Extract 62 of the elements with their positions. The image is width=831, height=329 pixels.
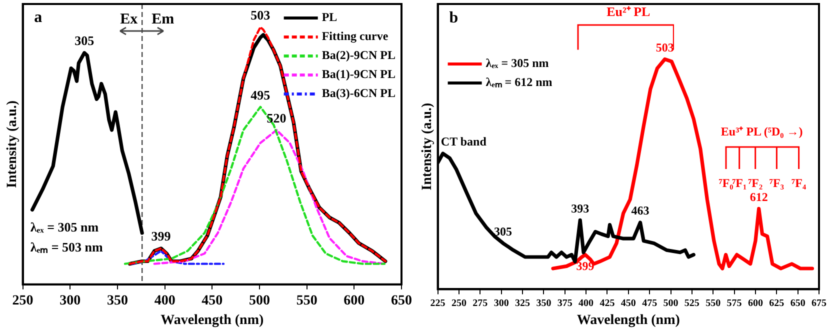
- annotation: 305: [74, 33, 95, 48]
- x-tick-label: 250: [12, 293, 34, 308]
- annotation: 495: [250, 87, 271, 102]
- annotation: 399: [151, 228, 172, 244]
- x-tick-label: 625: [769, 298, 784, 309]
- text: a: [34, 9, 42, 26]
- annotation: Eu³⁺ PL (⁵D₀ →): [720, 124, 803, 138]
- annotation: λₑₘ = 503 nm: [30, 239, 104, 254]
- x-tick-label: 400: [578, 298, 594, 309]
- text: Eu²⁺ PL: [606, 4, 651, 19]
- x-tick-label: 350: [106, 293, 128, 308]
- x-tick-label: 600: [344, 293, 365, 308]
- legend-label: Fitting curve: [322, 29, 389, 44]
- x-tick-label: 650: [790, 298, 806, 309]
- legend-label: Ba(3)-6CN PL: [322, 86, 396, 100]
- annotation: 503: [250, 8, 271, 23]
- x-tick-label: 500: [248, 293, 270, 308]
- x-tick-label: 300: [60, 293, 81, 308]
- x-tick-label: 525: [684, 298, 700, 309]
- x-tick-label: 425: [600, 298, 615, 309]
- x-tick-label: 225: [430, 298, 446, 309]
- x-tick-label: 350: [536, 298, 552, 309]
- annotation: ⁷F₄: [792, 176, 806, 190]
- x-tick-label: 450: [620, 298, 636, 309]
- y-axis-title: Intensity (a.u.): [420, 102, 436, 190]
- x-tick-label: 400: [154, 293, 176, 308]
- annotation: ⁷F₀: [718, 176, 734, 190]
- annotation: 503: [656, 40, 674, 54]
- annotation: ⁷F₁: [732, 176, 747, 190]
- legend-label: λₑₓ = 305 nm: [486, 56, 549, 70]
- legend-label: Ba(2)-9CN PL: [322, 48, 396, 62]
- legend-label: λₑₘ = 612 nm: [486, 75, 552, 90]
- annotation: Em: [152, 11, 175, 28]
- x-tick-label: 600: [748, 298, 763, 309]
- x-tick-label: 675: [812, 298, 826, 309]
- annotation: Ex: [120, 11, 138, 28]
- annotation: 463: [631, 204, 650, 218]
- x-tick-label: 325: [515, 298, 530, 309]
- x-tick-label: 500: [663, 298, 678, 309]
- x-tick-label: 250: [451, 298, 466, 309]
- annotation: λₑₓ = 305 nm: [30, 220, 99, 235]
- annotation: ⁷F₃: [769, 176, 784, 190]
- legend-label: PL: [322, 10, 338, 24]
- x-tick-label: 475: [642, 298, 658, 309]
- text: b: [449, 9, 458, 26]
- annotation: 612: [750, 190, 768, 204]
- x-tick-label: 450: [202, 293, 223, 308]
- annotation: 393: [571, 201, 590, 216]
- legend-label: Ba(1)-9CN PL: [322, 67, 396, 82]
- x-tick-label: 275: [472, 298, 488, 309]
- x-tick-label: 550: [706, 298, 721, 309]
- annotation: 305: [494, 224, 512, 238]
- y-axis-title: Intensity (a.u.): [5, 100, 20, 188]
- x-axis-title: Wavelength (nm): [160, 313, 264, 328]
- annotation: CT band: [440, 134, 487, 149]
- annotation: ⁷F₂: [748, 176, 763, 190]
- x-axis-title: Wavelength (nm): [576, 313, 680, 328]
- x-tick-label: 575: [726, 298, 742, 309]
- x-tick-label: 375: [557, 298, 572, 309]
- x-tick-label: 550: [296, 293, 318, 308]
- x-tick-label: 300: [494, 298, 509, 309]
- x-tick-label: 650: [391, 293, 412, 308]
